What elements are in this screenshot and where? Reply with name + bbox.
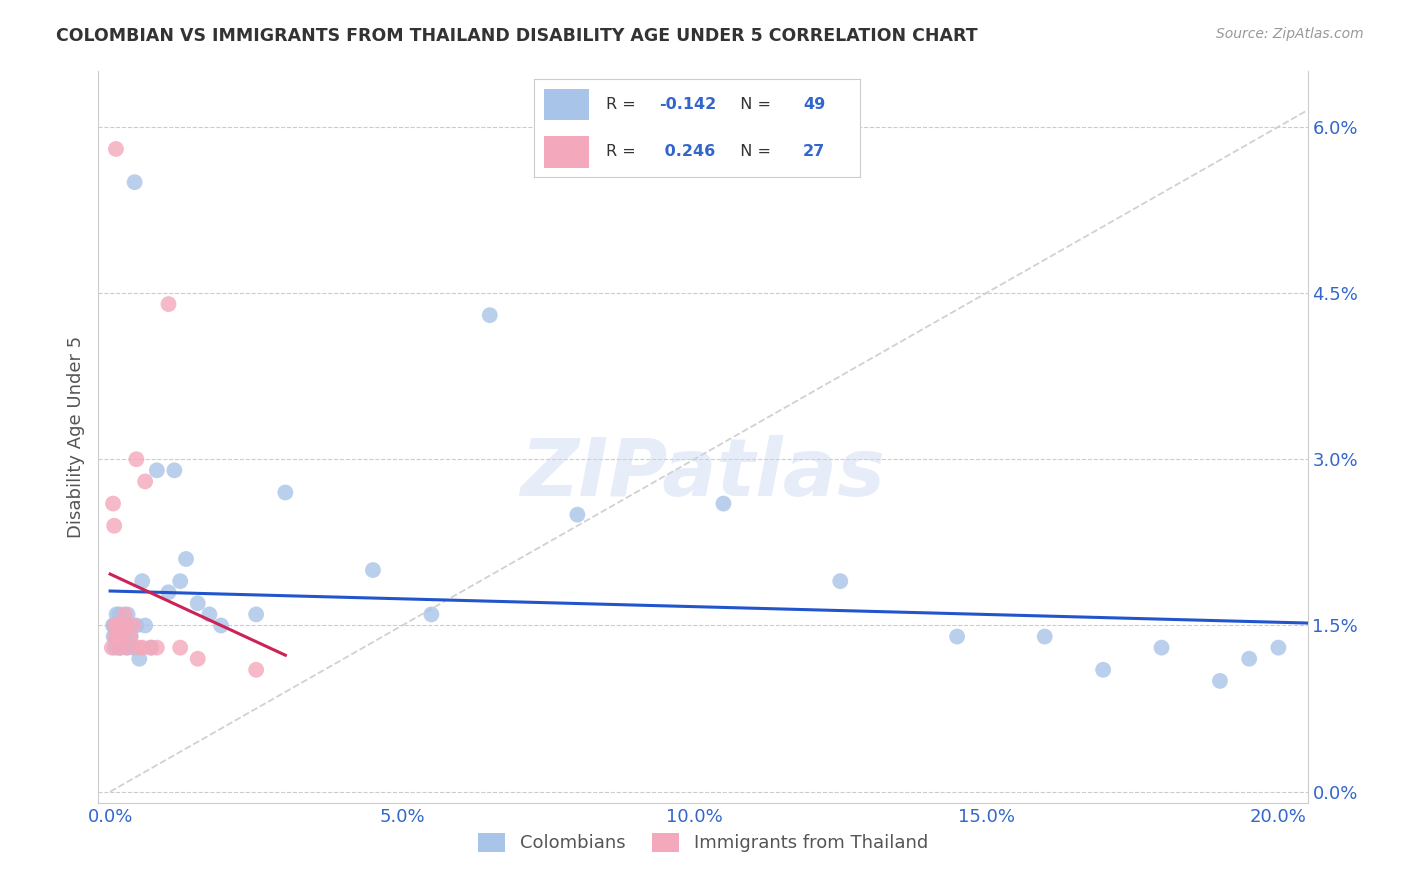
Point bbox=[104, 618, 127, 632]
Point bbox=[103, 630, 125, 644]
Point bbox=[187, 651, 209, 665]
Point bbox=[245, 663, 267, 677]
Point bbox=[420, 607, 443, 622]
Text: Source: ZipAtlas.com: Source: ZipAtlas.com bbox=[1216, 27, 1364, 41]
Point bbox=[107, 630, 129, 644]
Point bbox=[105, 618, 128, 632]
Point bbox=[101, 618, 124, 632]
Point bbox=[157, 297, 180, 311]
Y-axis label: Disability Age Under 5: Disability Age Under 5 bbox=[66, 336, 84, 538]
Point bbox=[104, 640, 127, 655]
Point bbox=[478, 308, 501, 322]
Point bbox=[101, 497, 124, 511]
Point bbox=[105, 618, 128, 632]
Point bbox=[128, 651, 150, 665]
Point bbox=[111, 618, 134, 632]
Point bbox=[361, 563, 384, 577]
Point bbox=[103, 518, 125, 533]
Point bbox=[104, 630, 127, 644]
Point bbox=[1237, 651, 1260, 665]
Point bbox=[1267, 640, 1289, 655]
Point bbox=[120, 630, 142, 644]
Point bbox=[830, 574, 852, 589]
Point bbox=[128, 640, 150, 655]
Point bbox=[101, 640, 124, 655]
Point bbox=[117, 607, 139, 622]
Point bbox=[131, 574, 153, 589]
Point bbox=[134, 475, 156, 489]
Point bbox=[111, 618, 134, 632]
Point bbox=[111, 630, 134, 644]
Point bbox=[1209, 673, 1232, 688]
Point bbox=[567, 508, 589, 522]
Point bbox=[110, 640, 132, 655]
Point bbox=[163, 463, 186, 477]
Point bbox=[104, 630, 127, 644]
Point bbox=[169, 574, 191, 589]
Point bbox=[108, 640, 131, 655]
Point bbox=[1092, 663, 1115, 677]
Point bbox=[139, 640, 162, 655]
Point bbox=[187, 596, 209, 610]
Point bbox=[274, 485, 297, 500]
Point bbox=[157, 585, 180, 599]
Point bbox=[146, 640, 169, 655]
Point bbox=[174, 552, 197, 566]
Point bbox=[108, 607, 131, 622]
Point bbox=[139, 640, 162, 655]
Point bbox=[108, 630, 131, 644]
Point bbox=[104, 142, 127, 156]
Point bbox=[111, 618, 134, 632]
Point bbox=[131, 640, 153, 655]
Point bbox=[107, 618, 129, 632]
Point bbox=[114, 618, 136, 632]
Point bbox=[209, 618, 232, 632]
Point bbox=[115, 640, 138, 655]
Point bbox=[713, 497, 735, 511]
Point bbox=[114, 607, 136, 622]
Point bbox=[115, 618, 138, 632]
Point bbox=[946, 630, 969, 644]
Point bbox=[245, 607, 267, 622]
Point bbox=[169, 640, 191, 655]
Text: COLOMBIAN VS IMMIGRANTS FROM THAILAND DISABILITY AGE UNDER 5 CORRELATION CHART: COLOMBIAN VS IMMIGRANTS FROM THAILAND DI… bbox=[56, 27, 977, 45]
Point bbox=[120, 630, 142, 644]
Point bbox=[146, 463, 169, 477]
Point bbox=[105, 607, 128, 622]
Point bbox=[103, 618, 125, 632]
Point bbox=[1150, 640, 1173, 655]
Point bbox=[104, 618, 127, 632]
Point bbox=[198, 607, 221, 622]
Point bbox=[1033, 630, 1056, 644]
Text: ZIPatlas: ZIPatlas bbox=[520, 434, 886, 513]
Point bbox=[122, 618, 145, 632]
Point bbox=[124, 175, 146, 189]
Legend: Colombians, Immigrants from Thailand: Colombians, Immigrants from Thailand bbox=[471, 826, 935, 860]
Point bbox=[122, 640, 145, 655]
Point bbox=[134, 618, 156, 632]
Point bbox=[125, 618, 148, 632]
Point bbox=[108, 640, 131, 655]
Point bbox=[117, 640, 139, 655]
Point bbox=[110, 630, 132, 644]
Point bbox=[125, 452, 148, 467]
